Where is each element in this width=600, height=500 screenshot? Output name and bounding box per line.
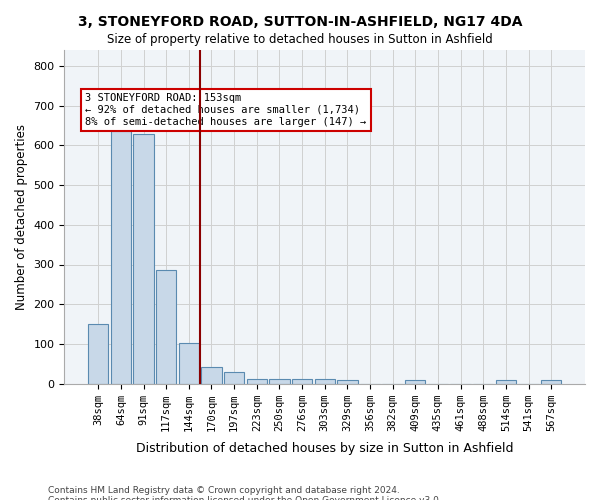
- X-axis label: Distribution of detached houses by size in Sutton in Ashfield: Distribution of detached houses by size …: [136, 442, 514, 455]
- Bar: [133, 134, 154, 384]
- Bar: [201, 367, 221, 384]
- Bar: [269, 379, 290, 384]
- Bar: [156, 270, 176, 384]
- Bar: [179, 343, 199, 384]
- Text: Contains HM Land Registry data © Crown copyright and database right 2024.: Contains HM Land Registry data © Crown c…: [48, 486, 400, 495]
- Text: Contains public sector information licensed under the Open Government Licence v3: Contains public sector information licen…: [48, 496, 442, 500]
- Bar: [337, 380, 358, 384]
- Bar: [247, 379, 267, 384]
- Bar: [314, 379, 335, 384]
- Text: Size of property relative to detached houses in Sutton in Ashfield: Size of property relative to detached ho…: [107, 32, 493, 46]
- Bar: [405, 380, 425, 384]
- Bar: [224, 372, 244, 384]
- Text: 3 STONEYFORD ROAD: 153sqm
← 92% of detached houses are smaller (1,734)
8% of sem: 3 STONEYFORD ROAD: 153sqm ← 92% of detac…: [85, 94, 367, 126]
- Bar: [541, 380, 562, 384]
- Text: 3, STONEYFORD ROAD, SUTTON-IN-ASHFIELD, NG17 4DA: 3, STONEYFORD ROAD, SUTTON-IN-ASHFIELD, …: [78, 15, 522, 29]
- Y-axis label: Number of detached properties: Number of detached properties: [15, 124, 28, 310]
- Bar: [292, 379, 312, 384]
- Bar: [111, 132, 131, 384]
- Bar: [88, 324, 109, 384]
- Bar: [496, 380, 516, 384]
